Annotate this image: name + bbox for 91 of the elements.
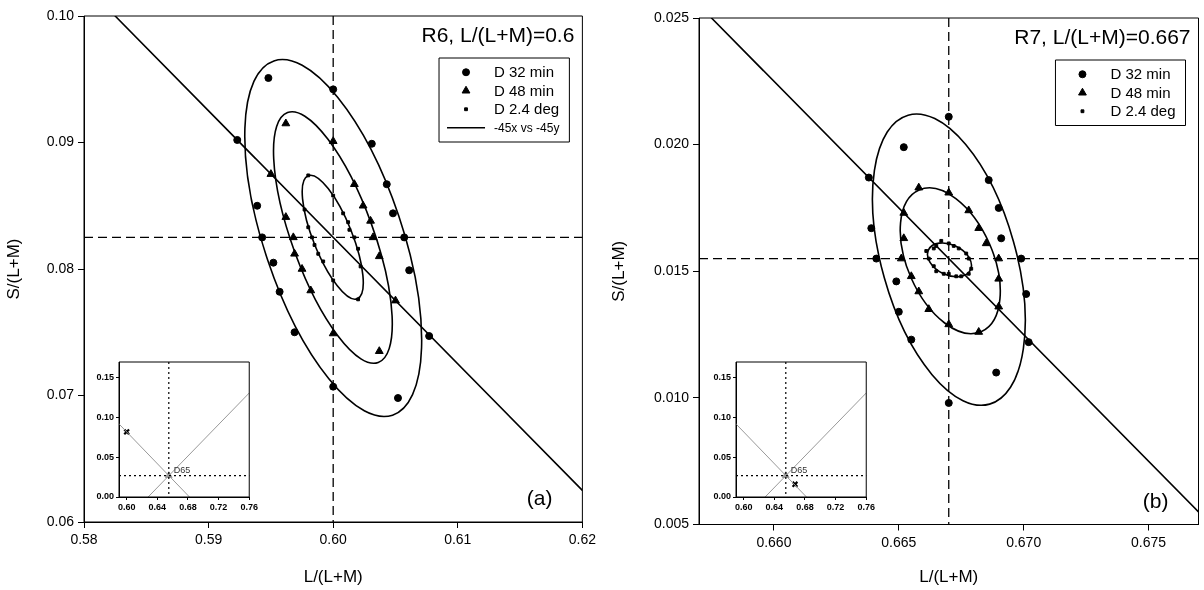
point	[266, 169, 276, 177]
point	[393, 394, 402, 403]
point	[924, 249, 929, 253]
legend-label: D 32 min	[494, 63, 555, 81]
y-tick-label: 0.10	[96, 412, 114, 423]
y-tick-label: 0.08	[46, 259, 75, 276]
y-tick-label: 0.09	[46, 133, 75, 150]
legend-label: D 2.4 deg	[494, 100, 560, 118]
point	[892, 277, 901, 286]
point	[894, 307, 903, 316]
point	[358, 200, 368, 209]
point	[290, 328, 299, 337]
y-tick-label: 0.00	[713, 491, 731, 502]
x-tick-label: 0.68	[796, 501, 814, 512]
x-tick-label: 0.660	[756, 533, 792, 550]
point	[328, 136, 338, 144]
x-axis-title: L/(L+M)	[919, 567, 979, 587]
y-axis-title: S/(L+M)	[3, 238, 23, 300]
x-tick-label: 0.64	[148, 501, 167, 512]
point	[281, 118, 291, 127]
x-tick-label: 0.64	[765, 501, 784, 512]
x-tick-label: 0.76	[857, 501, 876, 512]
point	[405, 266, 414, 275]
point	[899, 233, 909, 242]
y-tick-label: 0.015	[653, 262, 690, 279]
legend-label: D 32 min	[1110, 65, 1171, 83]
y-axis-title: S/(L+M)	[608, 240, 628, 302]
point	[297, 264, 307, 272]
x-tick-label: 0.72	[209, 501, 228, 512]
point	[994, 301, 1004, 310]
point	[281, 212, 291, 220]
y-tick-label: 0.05	[713, 451, 731, 462]
x-tick-label: 0.58	[70, 531, 98, 548]
x-tick-label: 0.670	[1006, 533, 1042, 550]
point	[233, 135, 242, 144]
chart-title: R7, L/(L+M)=0.667	[1014, 25, 1191, 49]
point	[312, 243, 317, 247]
y-tick-label: 0.15	[713, 372, 731, 383]
point	[931, 246, 936, 251]
x-tick-label: 0.665	[881, 533, 917, 550]
x-tick-label: 0.59	[194, 531, 223, 548]
x-tick-label: 0.60	[319, 531, 348, 548]
y-tick-label: 0.06	[46, 512, 75, 529]
y-tick-label: 0.07	[46, 386, 75, 403]
y-tick-label: 0.00	[96, 491, 114, 502]
x-tick-label: 0.68	[179, 501, 197, 512]
legend-label: D 2.4 deg	[1110, 102, 1176, 120]
point	[944, 398, 953, 407]
point	[934, 244, 939, 248]
x-tick-label: 0.72	[826, 501, 845, 512]
point	[944, 112, 953, 121]
point	[264, 73, 273, 82]
point	[992, 368, 1001, 377]
legend-label: D 48 min	[1110, 83, 1171, 101]
point	[867, 224, 876, 233]
point	[914, 182, 924, 191]
point	[374, 346, 384, 354]
y-tick-label: 0.020	[653, 135, 690, 152]
point	[1024, 338, 1033, 347]
point	[997, 234, 1006, 243]
annotation: D65	[790, 464, 808, 475]
x-tick-label: 0.61	[444, 531, 472, 548]
x-tick-label: 0.76	[240, 501, 259, 512]
y-tick-label: 0.15	[96, 372, 114, 383]
annotation: (a)	[526, 486, 553, 510]
y-tick-label: 0.10	[46, 6, 75, 23]
y-tick-label: 0.05	[96, 451, 114, 462]
point	[994, 203, 1003, 212]
legend-label: D 48 min	[494, 81, 555, 99]
y-tick-label: 0.10	[713, 412, 731, 423]
point	[269, 258, 278, 267]
point	[302, 207, 307, 212]
annotation: D65	[173, 464, 191, 475]
x-axis-title: L/(L+M)	[303, 567, 363, 587]
x-tick-label: 0.60	[734, 501, 753, 512]
annotation: (b)	[1142, 488, 1169, 512]
point	[425, 332, 434, 341]
x-tick-label: 0.675	[1131, 533, 1167, 550]
point	[253, 201, 262, 210]
y-tick-label: 0.025	[653, 8, 690, 25]
x-tick-label: 0.60	[117, 501, 136, 512]
point	[388, 209, 397, 218]
point	[367, 139, 376, 148]
point	[391, 295, 400, 304]
x-tick-label: 0.62	[568, 531, 597, 548]
point	[899, 143, 908, 152]
legend-label: -45x vs -45y	[494, 121, 560, 136]
point	[864, 173, 873, 182]
y-tick-label: 0.010	[653, 388, 690, 405]
chart-title: R6, L/(L+M)=0.6	[421, 23, 575, 47]
y-tick-label: 0.005	[653, 515, 690, 532]
